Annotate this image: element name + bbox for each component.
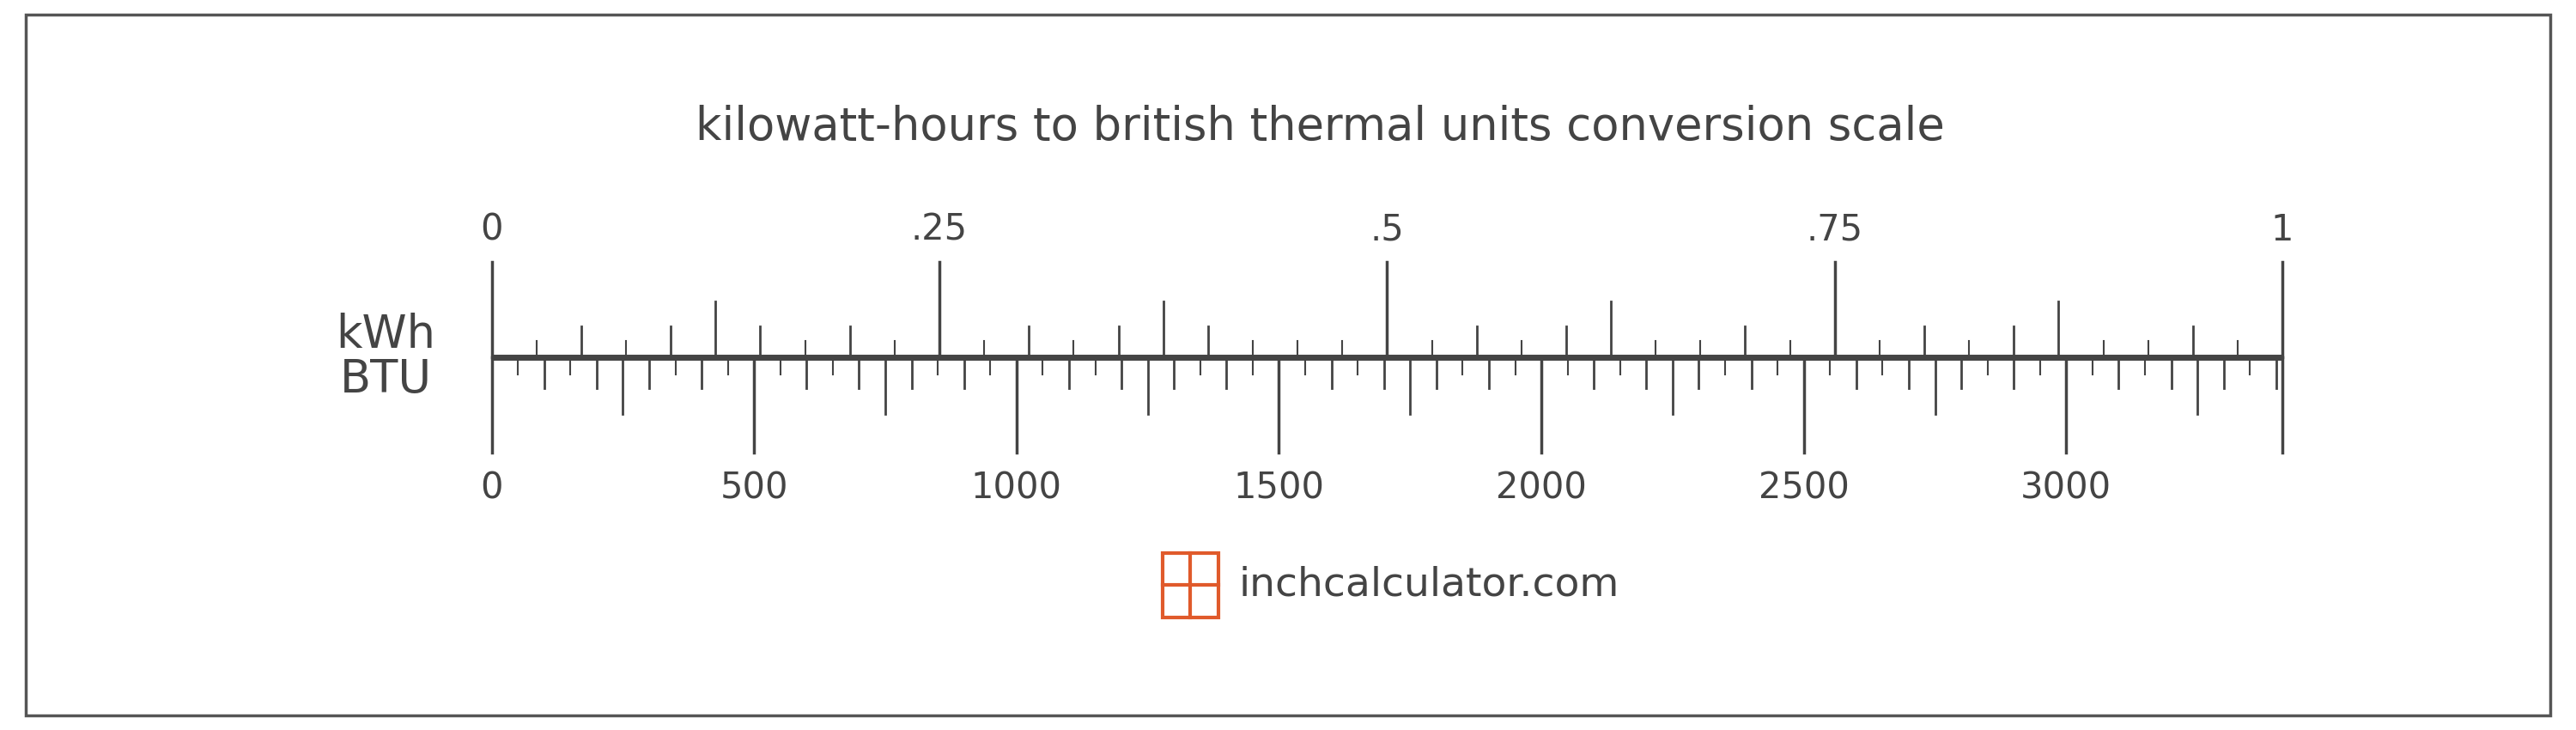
Text: 1: 1	[2272, 212, 2293, 247]
Text: 500: 500	[719, 470, 788, 506]
Text: 0: 0	[479, 470, 502, 506]
Text: inchcalculator.com: inchcalculator.com	[1239, 566, 1620, 604]
Text: 2000: 2000	[1497, 470, 1587, 506]
Text: .75: .75	[1806, 212, 1862, 247]
Text: 1500: 1500	[1234, 470, 1324, 506]
Text: kilowatt-hours to british thermal units conversion scale: kilowatt-hours to british thermal units …	[696, 104, 1945, 149]
Text: kWh: kWh	[335, 312, 435, 357]
Text: .25: .25	[912, 212, 969, 247]
Text: 1000: 1000	[971, 470, 1061, 506]
Text: BTU: BTU	[340, 358, 433, 402]
Text: .5: .5	[1370, 212, 1404, 247]
Text: 0: 0	[479, 212, 502, 247]
Text: 3000: 3000	[2020, 470, 2112, 506]
Text: 2500: 2500	[1759, 470, 1850, 506]
